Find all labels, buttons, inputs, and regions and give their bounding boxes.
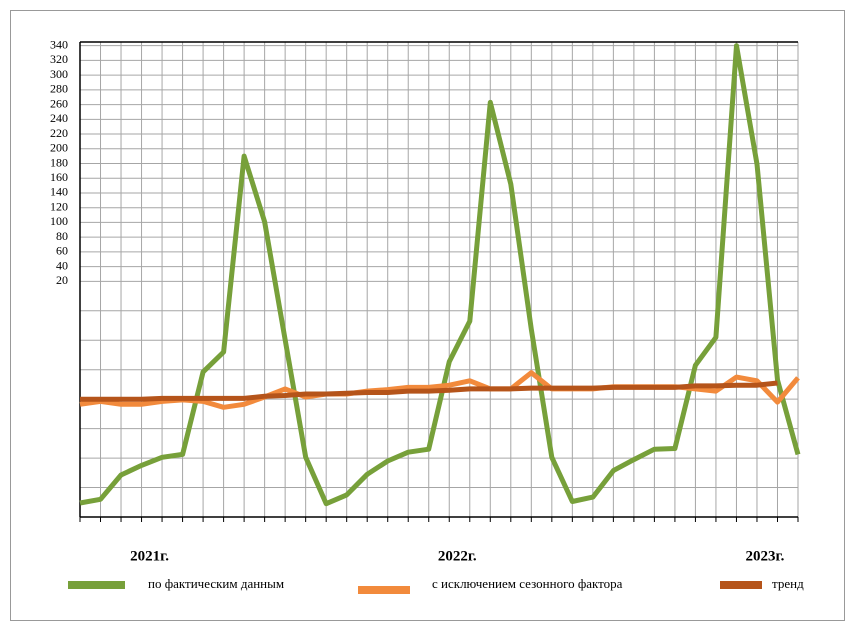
y-tick-label: 140 <box>50 185 68 199</box>
frame <box>10 10 845 621</box>
y-tick-label: 180 <box>50 155 68 169</box>
legend-label: тренд <box>772 576 804 591</box>
y-tick-label: 20 <box>56 273 68 287</box>
y-tick-label: 100 <box>50 214 68 228</box>
x-tick-label: 2023г. <box>746 548 785 564</box>
y-tick-label: 220 <box>50 126 68 140</box>
x-tick-label: 2021г. <box>130 548 169 564</box>
y-tick-label: 160 <box>50 170 68 184</box>
x-tick-label: 2022г. <box>438 548 477 564</box>
y-tick-label: 280 <box>50 82 68 96</box>
y-tick-label: 200 <box>50 141 68 155</box>
series-line <box>80 380 778 402</box>
y-tick-label: 260 <box>50 96 68 110</box>
y-tick-label: 300 <box>50 67 68 81</box>
y-tick-label: 240 <box>50 111 68 125</box>
legend-label: по фактическим данным <box>148 576 284 591</box>
y-tick-label: 320 <box>50 52 68 66</box>
legend-label: с исключением сезонного фактора <box>432 576 623 591</box>
series-line <box>79 43 801 507</box>
y-tick-label: 60 <box>56 244 68 258</box>
y-tick-label: 340 <box>50 37 68 51</box>
y-tick-label: 120 <box>50 199 68 213</box>
y-tick-label: 40 <box>56 258 68 272</box>
y-tick-label: 80 <box>56 229 68 243</box>
